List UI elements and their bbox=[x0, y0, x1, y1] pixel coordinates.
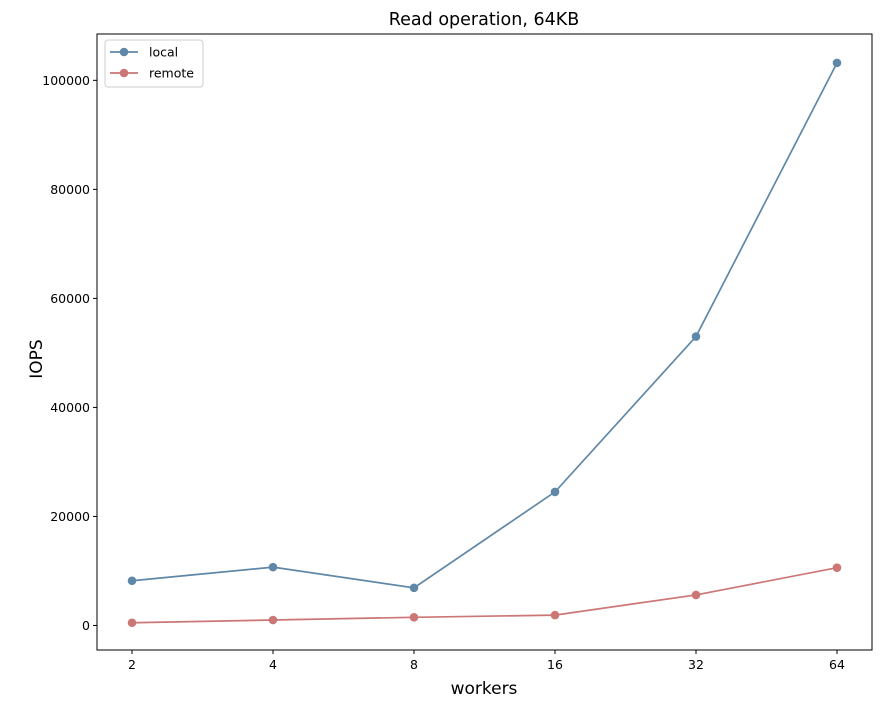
data-point bbox=[691, 332, 701, 341]
y-tick-label: 60000 bbox=[50, 291, 90, 306]
series-layer bbox=[127, 58, 842, 628]
data-point bbox=[550, 610, 560, 620]
y-tick-label: 100000 bbox=[42, 73, 90, 88]
data-point bbox=[550, 487, 560, 497]
series-line bbox=[131, 62, 838, 589]
x-tick-label: 8 bbox=[410, 657, 418, 672]
x-tick-label: 16 bbox=[547, 657, 563, 672]
legend-marker bbox=[119, 68, 129, 78]
legend-label: local bbox=[149, 45, 178, 60]
series-line bbox=[131, 566, 838, 624]
legend: local remote bbox=[104, 39, 204, 88]
data-point bbox=[832, 58, 842, 68]
x-axis-label: workers bbox=[451, 679, 518, 699]
data-point bbox=[268, 615, 278, 625]
legend-marker bbox=[119, 47, 129, 57]
x-tick-label: 64 bbox=[829, 657, 845, 672]
axis-ticks: 2 4 8 16 32 64 0 20000 40000 60000 80000 100000 bbox=[42, 73, 845, 672]
x-tick-label: 32 bbox=[688, 657, 704, 672]
y-tick-label: 20000 bbox=[50, 509, 90, 524]
x-tick-label: 2 bbox=[128, 657, 136, 672]
data-point bbox=[127, 576, 137, 586]
legend-label: remote bbox=[149, 66, 194, 81]
data-point bbox=[409, 612, 419, 622]
data-point bbox=[409, 583, 419, 593]
y-axis-label: IOPS bbox=[27, 339, 47, 378]
chart-title: Read operation, 64KB bbox=[389, 10, 579, 30]
y-tick-label: 40000 bbox=[50, 400, 90, 415]
data-point bbox=[268, 562, 278, 572]
series-local bbox=[127, 58, 842, 593]
data-point bbox=[127, 618, 137, 628]
legend-item: remote bbox=[110, 66, 194, 81]
data-point bbox=[832, 563, 842, 572]
legend-item: local bbox=[110, 45, 178, 60]
y-tick-label: 80000 bbox=[50, 182, 90, 197]
data-point bbox=[691, 590, 701, 600]
plot-frame bbox=[96, 33, 873, 651]
series-remote bbox=[127, 563, 842, 628]
y-tick-label: 0 bbox=[82, 618, 90, 633]
x-tick-label: 4 bbox=[269, 657, 277, 672]
